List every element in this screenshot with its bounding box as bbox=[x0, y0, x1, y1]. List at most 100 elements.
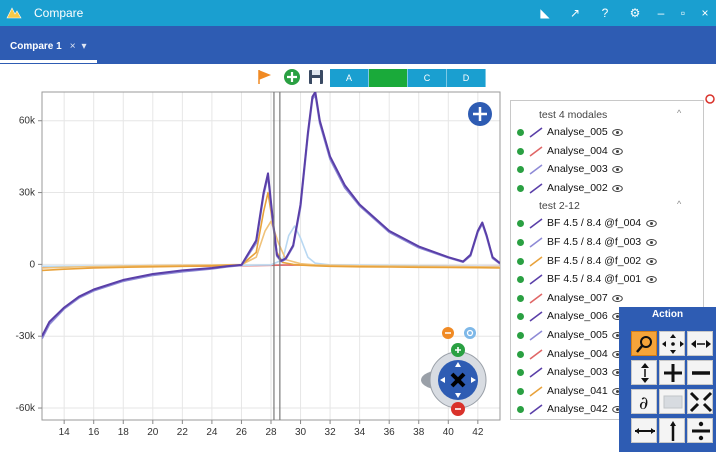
legend-item[interactable]: BF 4.5 / 8.4 @f_002 bbox=[511, 253, 703, 271]
legend-item-label: Analyse_003 bbox=[547, 366, 608, 379]
legend-item[interactable]: BF 4.5 / 8.4 @f_004 bbox=[511, 215, 703, 233]
eye-icon[interactable] bbox=[612, 127, 623, 138]
minus-tool-button[interactable] bbox=[687, 360, 713, 385]
legend-item[interactable]: Analyse_002 bbox=[511, 180, 703, 198]
save-icon[interactable] bbox=[307, 68, 325, 86]
visibility-dot-icon[interactable] bbox=[517, 166, 524, 174]
divide-tool-button[interactable] bbox=[687, 418, 713, 443]
vertical-bar-tool-button[interactable] bbox=[659, 418, 685, 443]
visibility-dot-icon[interactable] bbox=[517, 387, 524, 395]
tab-compare-1[interactable]: Compare 1 × ▾ bbox=[0, 34, 97, 63]
zoom-plus-button[interactable] bbox=[468, 102, 492, 126]
popout-icon[interactable]: ↗ bbox=[569, 6, 581, 20]
tab-close-icon[interactable]: × bbox=[69, 41, 76, 52]
title-bar: Compare ◣ ↗ ? ⚙ – ▫ × bbox=[0, 0, 716, 26]
legend-item[interactable]: BF 4.5 / 8.4 @f_001 bbox=[511, 271, 703, 289]
visibility-dot-icon[interactable] bbox=[517, 350, 524, 358]
panel-close-icon[interactable] bbox=[705, 94, 715, 104]
area-icon bbox=[663, 395, 683, 409]
legend-item-label: Analyse_002 bbox=[547, 181, 608, 194]
visibility-dot-icon[interactable] bbox=[517, 220, 524, 228]
series-swatch-icon bbox=[529, 404, 543, 416]
eye-icon[interactable] bbox=[646, 218, 657, 229]
legend-item-label: Analyse_004 bbox=[547, 144, 608, 157]
visibility-dot-icon[interactable] bbox=[517, 369, 524, 377]
eye-icon[interactable] bbox=[612, 164, 623, 175]
segment-d-button[interactable]: D bbox=[447, 69, 486, 87]
legend-item[interactable]: Analyse_041 bbox=[511, 383, 703, 401]
flag-icon[interactable] bbox=[255, 68, 273, 86]
close-button[interactable]: × bbox=[701, 6, 709, 20]
minus-icon bbox=[692, 371, 710, 375]
x-tick-label: 20 bbox=[147, 427, 159, 438]
visibility-dot-icon[interactable] bbox=[517, 129, 524, 136]
y-tick-label: -30k bbox=[16, 331, 36, 342]
legend-item[interactable]: Analyse_007 bbox=[511, 290, 703, 308]
segment-b-button[interactable] bbox=[369, 69, 408, 87]
help-icon[interactable]: ? bbox=[601, 6, 609, 20]
refresh-view-button[interactable] bbox=[464, 327, 476, 339]
horizontal-arrows-tool-button[interactable] bbox=[687, 331, 713, 356]
reset-view-button[interactable] bbox=[442, 327, 454, 339]
visibility-dot-icon[interactable] bbox=[517, 313, 524, 321]
legend-group-header[interactable]: test 2-12 ^ bbox=[511, 198, 703, 214]
eye-icon[interactable] bbox=[646, 237, 657, 248]
derivative-tool-button[interactable]: ∂ bbox=[631, 389, 657, 414]
plus-tool-button[interactable] bbox=[659, 360, 685, 385]
navigation-joystick[interactable] bbox=[421, 343, 487, 416]
collapse-icon[interactable]: ^ bbox=[677, 108, 682, 118]
collapse-icon[interactable]: ^ bbox=[677, 199, 682, 210]
chromatogram-chart[interactable]: 14 16 18 20 22 24 26 28 30 32 34 36 38 40 42 60k 30k 0 -3… bbox=[0, 88, 505, 452]
shrink-icon bbox=[689, 391, 713, 413]
segment-c-button[interactable]: C bbox=[408, 69, 447, 87]
area-tool-button[interactable] bbox=[659, 389, 685, 414]
visibility-dot-icon[interactable] bbox=[517, 257, 524, 265]
tab-menu-icon[interactable]: ▾ bbox=[81, 41, 87, 52]
derivative-icon: ∂ bbox=[639, 393, 648, 414]
snap-icon[interactable]: ◣ bbox=[540, 6, 550, 20]
visibility-dot-icon[interactable] bbox=[517, 184, 524, 192]
series-line-1[interactable] bbox=[42, 92, 500, 337]
series-swatch-icon bbox=[529, 330, 543, 341]
legend-item[interactable]: Analyse_005 bbox=[511, 327, 703, 345]
series-swatch-icon bbox=[529, 164, 543, 175]
horizontal-bar-tool-button[interactable] bbox=[631, 418, 657, 443]
legend-item[interactable]: Analyse_003 bbox=[511, 161, 703, 179]
legend-item[interactable]: Analyse_004 bbox=[511, 346, 703, 364]
eye-icon[interactable] bbox=[612, 293, 623, 304]
series-swatch-icon bbox=[529, 145, 543, 157]
legend-item[interactable]: Analyse_042 bbox=[511, 401, 703, 419]
legend-group-header[interactable]: test 4 modales ^ bbox=[511, 107, 703, 123]
horizontal-bar-icon bbox=[635, 428, 655, 434]
visibility-dot-icon[interactable] bbox=[517, 239, 524, 246]
x-tick-label: 32 bbox=[325, 427, 337, 438]
visibility-dot-icon[interactable] bbox=[517, 332, 524, 339]
eye-icon[interactable] bbox=[646, 256, 657, 267]
add-circle-icon[interactable] bbox=[283, 68, 301, 86]
visibility-dot-icon[interactable] bbox=[517, 406, 524, 414]
legend-item[interactable]: Analyse_005 bbox=[511, 124, 703, 142]
eye-icon[interactable] bbox=[612, 146, 623, 157]
visibility-dot-icon[interactable] bbox=[517, 294, 524, 302]
visibility-dot-icon[interactable] bbox=[517, 147, 524, 155]
magnifier-tool-button[interactable] bbox=[631, 331, 657, 356]
minimize-button[interactable]: – bbox=[657, 6, 665, 20]
tab-label: Compare 1 bbox=[10, 41, 62, 52]
legend-group-title: test 2-12 bbox=[539, 200, 580, 213]
legend-item-label: Analyse_007 bbox=[547, 291, 608, 304]
shrink-tool-button[interactable] bbox=[687, 389, 713, 414]
eye-icon[interactable] bbox=[646, 274, 657, 285]
legend-item[interactable]: Analyse_003 bbox=[511, 364, 703, 382]
eye-icon[interactable] bbox=[612, 183, 623, 194]
vertical-arrows-tool-button[interactable] bbox=[631, 360, 657, 385]
move-all-tool-button[interactable] bbox=[659, 331, 685, 356]
visibility-dot-icon[interactable] bbox=[517, 276, 524, 284]
legend-item[interactable]: Analyse_006 bbox=[511, 308, 703, 326]
series-swatch-icon bbox=[529, 348, 543, 360]
legend-item[interactable]: BF 4.5 / 8.4 @f_003 bbox=[511, 234, 703, 252]
y-tick-label: 30k bbox=[19, 188, 36, 199]
maximize-button[interactable]: ▫ bbox=[680, 6, 686, 20]
settings-icon[interactable]: ⚙ bbox=[629, 6, 641, 20]
segment-a-button[interactable]: A bbox=[330, 69, 369, 87]
legend-item[interactable]: Analyse_004 bbox=[511, 143, 703, 161]
